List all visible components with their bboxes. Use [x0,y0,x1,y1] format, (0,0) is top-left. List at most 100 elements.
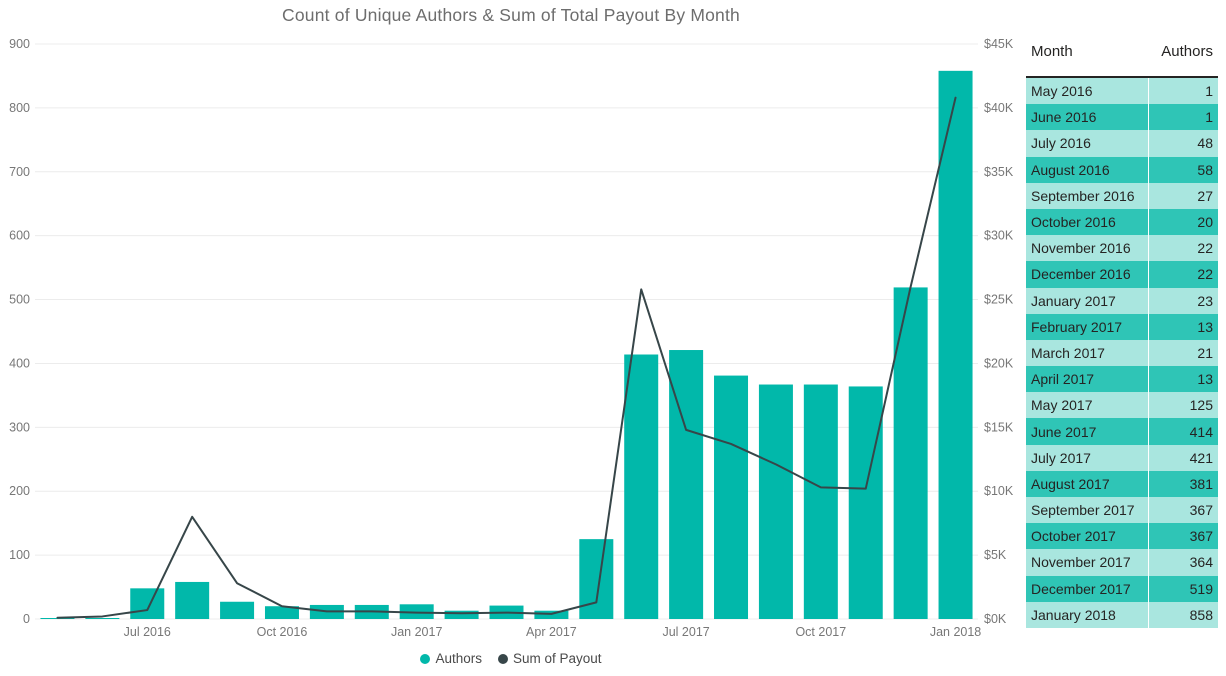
month-cell: June 2016 [1031,109,1097,126]
authors-bar[interactable] [624,354,659,620]
left-axis-tick-label: 800 [9,101,30,115]
authors-bar[interactable] [444,610,479,619]
authors-bar[interactable] [264,606,299,619]
table-row[interactable]: September 2016 27 [1026,182,1218,209]
table-row[interactable]: January 2017 23 [1026,287,1218,314]
table-row[interactable]: September 2017 367 [1026,497,1218,524]
x-axis-tick-label: Jul 2017 [662,625,709,639]
table-row[interactable]: October 2017 367 [1026,523,1218,550]
y-axis-right: $0K $5K $10K $15K $20K $25K $30K $35K $40K $45K [984,37,1014,626]
authors-bar[interactable] [938,70,973,620]
table-row[interactable]: December 2017 519 [1026,575,1218,602]
authors-bar[interactable] [175,581,210,619]
authors-cell: 27 [1148,182,1218,209]
authors-bar[interactable] [848,386,883,619]
authors-bar[interactable] [803,384,838,619]
month-cell: March 2017 [1031,344,1105,361]
table-row[interactable]: August 2017 381 [1026,470,1218,497]
authors-cell: 22 [1148,235,1218,262]
authors-bar[interactable] [579,539,614,619]
legend-item-authors[interactable]: Authors [420,651,482,666]
authors-bar[interactable] [85,618,120,619]
right-axis-tick-label: $15K [984,420,1014,434]
authors-cell: 13 [1148,313,1218,340]
authors-bar[interactable] [714,375,749,619]
table-row[interactable]: December 2016 22 [1026,261,1218,288]
month-cell: January 2017 [1031,292,1116,309]
month-cell: October 2016 [1031,214,1116,231]
table-row[interactable]: June 2016 1 [1026,104,1218,131]
x-axis: Jul 2016 Oct 2016 Jan 2017 Apr 2017 Jul 2017… [124,625,982,639]
month-cell: October 2017 [1031,528,1116,545]
month-cell: December 2017 [1031,580,1131,597]
month-cell: August 2017 [1031,475,1110,492]
table-row[interactable]: May 2017 125 [1026,392,1218,419]
payout-line [56,96,957,619]
chart-title: Count of Unique Authors & Sum of Total P… [282,5,740,25]
left-axis-tick-label: 400 [9,356,30,370]
authors-bar[interactable] [893,287,928,619]
table-row[interactable]: February 2017 13 [1026,313,1218,340]
column-header-month[interactable]: Month [1031,43,1073,60]
month-cell: May 2016 [1031,83,1093,100]
x-axis-tick-label: Oct 2017 [795,625,846,639]
table-row[interactable]: March 2017 21 [1026,339,1218,367]
table-row[interactable]: April 2017 13 [1026,366,1218,393]
table-row[interactable]: May 2016 1 [1026,78,1218,105]
authors-cell: 367 [1148,497,1218,524]
authors-cell: 20 [1148,208,1218,236]
month-cell: February 2017 [1031,318,1123,335]
authors-cell: 414 [1148,418,1218,445]
authors-bars [40,70,973,620]
left-axis-tick-label: 100 [9,548,30,562]
month-cell: July 2017 [1031,449,1091,466]
table-row[interactable]: July 2017 421 [1026,444,1218,471]
left-axis-tick-label: 500 [9,293,30,307]
month-cell: September 2016 [1031,187,1135,204]
gridlines [35,43,978,620]
table-row[interactable]: November 2017 364 [1026,549,1218,576]
right-axis-tick-label: $45K [984,37,1014,51]
table-row[interactable]: June 2017 414 [1026,418,1218,445]
authors-bar[interactable] [220,601,255,619]
authors-cell: 381 [1148,470,1218,497]
table-row[interactable]: November 2016 22 [1026,235,1218,262]
month-cell: November 2016 [1031,240,1131,257]
table-row[interactable]: January 2018 858 [1026,601,1218,628]
month-cell: September 2017 [1031,502,1135,519]
authors-cell: 519 [1148,575,1218,602]
x-axis-tick-label: Apr 2017 [526,625,577,639]
legend-item-sum-of-payout[interactable]: Sum of Payout [497,651,602,666]
authors-cell: 1 [1148,104,1218,131]
right-axis-tick-label: $10K [984,484,1014,498]
table-row[interactable]: October 2016 20 [1026,208,1218,236]
chart-legend: Authors Sum of Payout [0,651,1022,666]
x-axis-tick-label: Jan 2017 [391,625,442,639]
table-row[interactable]: July 2016 48 [1026,130,1218,157]
right-axis-tick-label: $20K [984,356,1014,370]
authors-bar[interactable] [758,384,793,619]
x-axis-tick-label: Jan 2018 [930,625,981,639]
authors-cell: 364 [1148,549,1218,576]
authors-cell: 48 [1148,130,1218,157]
authors-cell: 23 [1148,287,1218,314]
table-body: May 2016 1 June 2016 1 July 2016 48 August 201… [1026,78,1218,628]
right-axis-tick-label: $25K [984,293,1014,307]
column-header-authors[interactable]: Authors [1161,43,1213,60]
right-axis-tick-label: $0K [984,612,1007,626]
authors-cell: 58 [1148,156,1218,183]
table-header-row: Month Authors [1026,40,1218,78]
table-row[interactable]: August 2016 58 [1026,156,1218,183]
authors-cell: 13 [1148,366,1218,393]
x-axis-tick-label: Jul 2016 [124,625,171,639]
authors-cell: 125 [1148,392,1218,419]
x-axis-tick-label: Oct 2016 [257,625,308,639]
right-axis-tick-label: $5K [984,548,1007,562]
authors-bar[interactable] [130,588,165,619]
month-cell: April 2017 [1031,371,1095,388]
month-cell: July 2016 [1031,135,1091,152]
month-cell: December 2016 [1031,266,1131,283]
month-cell: May 2017 [1031,397,1093,414]
month-cell: August 2016 [1031,161,1110,178]
